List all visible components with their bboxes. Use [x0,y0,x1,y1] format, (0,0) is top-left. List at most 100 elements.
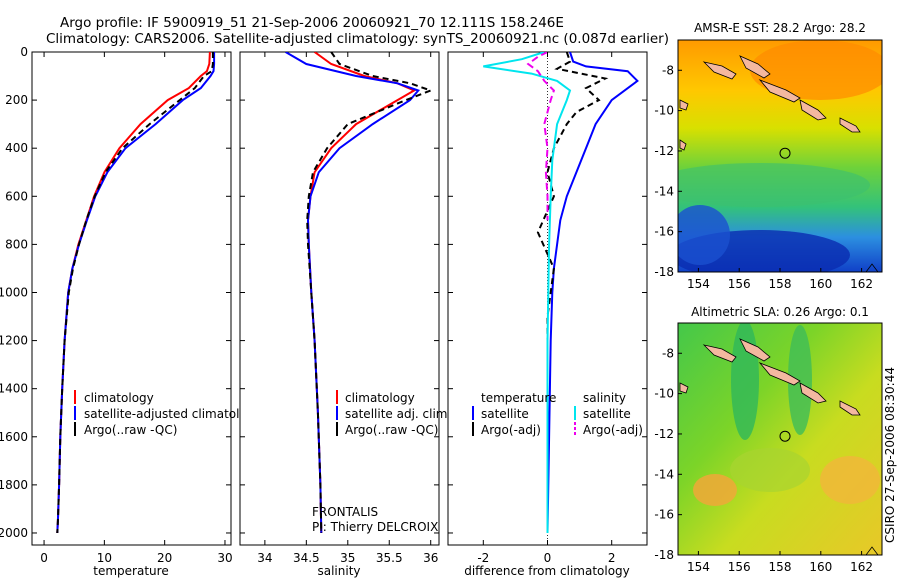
series-line-argo-raw-qc- [306,52,434,534]
sst-green-band [678,163,870,207]
x-tick-label: 30 [217,551,232,565]
temperature-panel: 0 10 20 30 0 200 400 600 800 1000 1200 1400 1600 1800… [0,45,262,578]
legend-label-argo: Argo(..raw -QC) [345,423,438,437]
figure-title-line1: Argo profile: IF 5900919_51 21-Sep-2006 … [60,15,564,31]
legend-title-temperature: temperature [481,391,556,405]
difference-panel: -2 0 2 difference from climatology tempera… [447,51,648,578]
salinity-xlabel: salinity [317,564,360,578]
difference-xlabel: difference from climatology [464,564,630,578]
x-tick-label: 34.5 [293,551,320,565]
island-coast [679,139,687,151]
sst-cool-patch [678,205,730,265]
pi-label: PI: Thierry DELCROIX [312,520,438,534]
triangle-marker [865,546,879,555]
island-coast [839,117,861,133]
y-tick-label: 1200 [0,334,28,348]
y-tick-label: 200 [5,93,28,107]
island-coast [702,61,737,80]
salinity-legend: climatology satellite adj. clim. Argo(..… [336,390,451,437]
legend-title-salinity: salinity [583,391,626,405]
y-tick-label: 0 [20,45,28,59]
temperature-xlabel: temperature [93,564,168,578]
x-tick-label: 35.5 [376,551,403,565]
legend-label-climatology: climatology [84,391,154,405]
map-y-tick-label: -8 [662,346,674,360]
sla-map-panel: Altimetric SLA: 0.26 Argo: 0.1 154 156 158… [654,305,883,574]
sla-field [678,323,882,555]
series-line-salinity-argo-adj- [526,52,556,221]
y-tick-label: 400 [5,141,28,155]
map-x-tick-label: 158 [769,277,792,291]
frontalis-label: FRONTALIS [312,505,378,519]
island-coast [739,338,771,362]
x-tick-label: 10 [97,551,112,565]
map-x-tick-label: 154 [687,560,710,574]
legend-label-sal-satellite: satellite [583,407,631,421]
map-y-tick-label: -14 [654,467,674,481]
sst-map-panel: AMSR-E SST: 28.2 Argo: 28.2 154 156 158 160… [654,21,883,291]
map-x-tick-label: 160 [809,277,832,291]
sla-high-patch [693,474,737,506]
x-tick-label: 2 [608,551,616,565]
x-tick-label: 0 [40,551,48,565]
legend-label-temp-argo: Argo(-adj) [481,423,541,437]
island-coast [839,400,861,416]
series-line-salinity-satellite [483,52,572,533]
sla-low-patch [731,323,759,440]
map-y-tick-label: -8 [662,63,674,77]
salinity-axes-box [239,51,440,546]
island-coast [799,382,827,404]
difference-legend: temperature salinity satellite Argo(-adj… [472,391,643,437]
island-coast [739,55,771,79]
x-tick-label: 0 [544,551,552,565]
series-line-temperature-satellite [546,52,639,534]
temperature-axes-box [31,51,232,546]
map-x-tick-label: 162 [850,560,873,574]
island-coast [679,99,689,111]
legend-label-satellite: satellite adj. clim. [345,407,451,421]
map-y-tick-label: -16 [654,225,674,239]
legend-label-climatology: climatology [345,391,415,405]
legend-label-argo: Argo(..raw -QC) [84,423,177,437]
map-y-tick-label: -12 [654,427,674,441]
map-x-tick-label: 158 [769,560,792,574]
island-coast [799,99,827,121]
triangle-marker [865,263,879,272]
x-tick-label: 34 [257,551,272,565]
legend-label-temp-satellite: satellite [481,407,529,421]
island-coast [758,362,801,386]
x-tick-label: 36 [423,551,438,565]
series-line-argo-raw-qc- [56,52,214,534]
island-coast [679,382,689,394]
legend-label-sal-argo: Argo(-adj) [583,423,643,437]
island-coast [758,79,801,103]
map-y-tick-label: -12 [654,144,674,158]
sla-high-patch [820,456,880,504]
sst-map-title: AMSR-E SST: 28.2 Argo: 28.2 [694,21,866,35]
sla-mid-patch [730,448,810,492]
x-tick-label: -2 [477,551,489,565]
map-x-tick-label: 160 [809,560,832,574]
map-x-tick-label: 154 [687,277,710,291]
map-x-tick-label: 162 [850,277,873,291]
y-tick-label: 1400 [0,382,28,396]
y-tick-label: 600 [5,189,28,203]
island-coast [702,344,737,363]
map-y-tick-label: -18 [654,548,674,562]
map-y-tick-label: -16 [654,508,674,522]
map-y-tick-label: -10 [654,104,674,118]
x-tick-label: 35 [340,551,355,565]
figure-title-line2: Climatology: CARS2006. Satellite-adjuste… [46,31,669,47]
sst-warm-patch [750,40,882,100]
y-tick-label: 1600 [0,430,28,444]
sla-map-title: Altimetric SLA: 0.26 Argo: 0.1 [691,305,869,319]
argo-location-marker [779,430,791,442]
map-y-tick-label: -18 [654,265,674,279]
y-tick-label: 1000 [0,285,28,299]
map-y-tick-label: -14 [654,184,674,198]
map-x-tick-label: 156 [728,560,751,574]
x-tick-label: 20 [157,551,172,565]
salinity-panel: 34 34.5 35 35.5 36 salinity climatology sate… [239,51,451,578]
y-tick-label: 2000 [0,526,28,540]
